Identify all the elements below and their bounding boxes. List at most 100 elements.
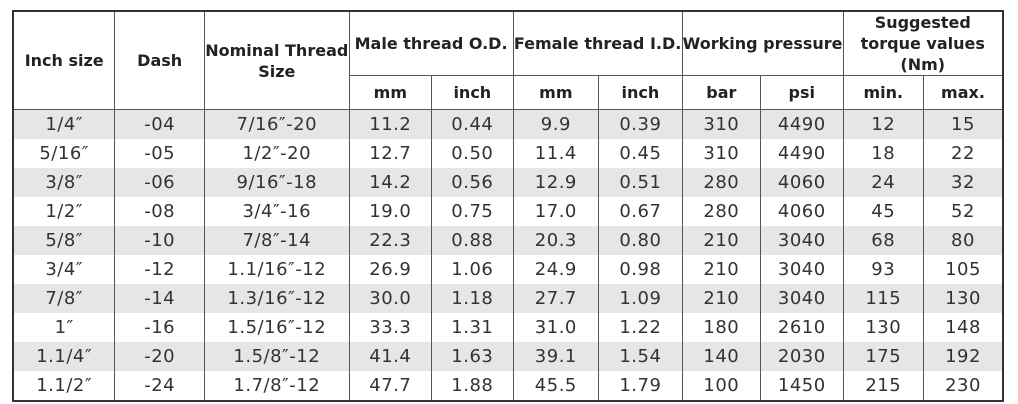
cell-female-inch: 1.54 [598,342,683,371]
cell-thread: 1.5/16″-12 [203,313,350,342]
cell-male-mm: 11.2 [348,109,433,139]
cell-male-inch: 1.06 [431,255,514,284]
cell-torque-min: 115 [842,284,924,313]
cell-bar: 280 [681,168,762,197]
header-female-mm: mm [512,75,600,110]
cell-dash: -10 [114,226,205,255]
cell-male-mm: 26.9 [348,255,433,284]
table-row: 1.1/4″ -20 1.5/8″-12 41.4 1.63 39.1 1.54… [12,342,1004,371]
cell-male-inch: 0.44 [431,109,514,139]
cell-thread: 3/4″-16 [203,197,350,226]
cell-psi: 2610 [760,313,844,342]
cell-thread: 7/8″-14 [203,226,350,255]
cell-torque-max: 80 [922,226,1004,255]
cell-bar: 210 [681,226,762,255]
cell-male-inch: 1.88 [431,371,514,402]
cell-bar: 100 [681,371,762,402]
header-female-inch: inch [598,75,683,110]
cell-torque-max: 230 [922,371,1004,402]
cell-torque-max: 105 [922,255,1004,284]
header-male-thread: Male thread O.D. [348,10,514,76]
cell-thread: 7/16″-20 [203,109,350,139]
cell-thread: 1.1/16″-12 [203,255,350,284]
cell-male-inch: 0.50 [431,139,514,168]
header-bar: bar [681,75,762,110]
table-row: 7/8″ -14 1.3/16″-12 30.0 1.18 27.7 1.09 … [12,284,1004,313]
cell-bar: 210 [681,255,762,284]
thread-spec-table-container: Inch size Dash Nominal Thread Size Male … [12,10,1004,402]
cell-psi: 3040 [760,226,844,255]
header-male-mm: mm [348,75,433,110]
header-nominal-thread-size: Nominal Thread Size [203,10,350,110]
cell-bar: 210 [681,284,762,313]
cell-inch-size: 1/4″ [12,109,116,139]
cell-male-mm: 30.0 [348,284,433,313]
cell-male-inch: 1.31 [431,313,514,342]
cell-bar: 280 [681,197,762,226]
table-row: 3/4″ -12 1.1/16″-12 26.9 1.06 24.9 0.98 … [12,255,1004,284]
cell-torque-max: 130 [922,284,1004,313]
cell-inch-size: 1.1/4″ [12,342,116,371]
cell-torque-max: 22 [922,139,1004,168]
cell-male-mm: 47.7 [348,371,433,402]
header-female-thread: Female thread I.D. [512,10,683,76]
cell-female-mm: 11.4 [512,139,600,168]
cell-psi: 4060 [760,168,844,197]
cell-dash: -12 [114,255,205,284]
cell-female-inch: 1.22 [598,313,683,342]
cell-male-mm: 33.3 [348,313,433,342]
cell-inch-size: 5/16″ [12,139,116,168]
header-torque-max: max. [922,75,1004,110]
cell-inch-size: 7/8″ [12,284,116,313]
cell-torque-min: 68 [842,226,924,255]
header-male-inch: inch [431,75,514,110]
cell-male-inch: 1.63 [431,342,514,371]
cell-female-mm: 39.1 [512,342,600,371]
cell-female-mm: 45.5 [512,371,600,402]
cell-psi: 4490 [760,109,844,139]
cell-female-inch: 0.51 [598,168,683,197]
cell-male-mm: 41.4 [348,342,433,371]
cell-psi: 4060 [760,197,844,226]
cell-psi: 3040 [760,255,844,284]
header-working-pressure: Working pressure [681,10,844,76]
cell-torque-max: 15 [922,109,1004,139]
table-row: 1/2″ -08 3/4″-16 19.0 0.75 17.0 0.67 280… [12,197,1004,226]
cell-male-inch: 0.88 [431,226,514,255]
cell-female-inch: 1.79 [598,371,683,402]
table-row: 5/16″ -05 1/2″-20 12.7 0.50 11.4 0.45 31… [12,139,1004,168]
header-row-main: Inch size Dash Nominal Thread Size Male … [12,10,1004,110]
table-row: 1.1/2″ -24 1.7/8″-12 47.7 1.88 45.5 1.79… [12,371,1004,402]
cell-inch-size: 5/8″ [12,226,116,255]
cell-female-mm: 17.0 [512,197,600,226]
cell-torque-max: 192 [922,342,1004,371]
cell-female-inch: 0.80 [598,226,683,255]
cell-thread: 9/16″-18 [203,168,350,197]
cell-inch-size: 1/2″ [12,197,116,226]
cell-torque-min: 24 [842,168,924,197]
cell-male-mm: 19.0 [348,197,433,226]
cell-thread: 1.7/8″-12 [203,371,350,402]
cell-female-inch: 0.98 [598,255,683,284]
table-body: 1/4″ -04 7/16″-20 11.2 0.44 9.9 0.39 310… [12,109,1004,402]
cell-inch-size: 3/8″ [12,168,116,197]
cell-dash: -05 [114,139,205,168]
cell-female-inch: 0.67 [598,197,683,226]
cell-female-inch: 0.39 [598,109,683,139]
cell-torque-min: 45 [842,197,924,226]
cell-torque-min: 175 [842,342,924,371]
cell-thread: 1.3/16″-12 [203,284,350,313]
cell-torque-min: 93 [842,255,924,284]
cell-bar: 140 [681,342,762,371]
cell-male-inch: 0.75 [431,197,514,226]
cell-psi: 1450 [760,371,844,402]
cell-inch-size: 3/4″ [12,255,116,284]
cell-thread: 1.5/8″-12 [203,342,350,371]
table-row: 1/4″ -04 7/16″-20 11.2 0.44 9.9 0.39 310… [12,109,1004,139]
table-row: 3/8″ -06 9/16″-18 14.2 0.56 12.9 0.51 28… [12,168,1004,197]
cell-torque-min: 215 [842,371,924,402]
cell-female-mm: 24.9 [512,255,600,284]
header-psi: psi [760,75,844,110]
cell-torque-max: 32 [922,168,1004,197]
cell-bar: 180 [681,313,762,342]
